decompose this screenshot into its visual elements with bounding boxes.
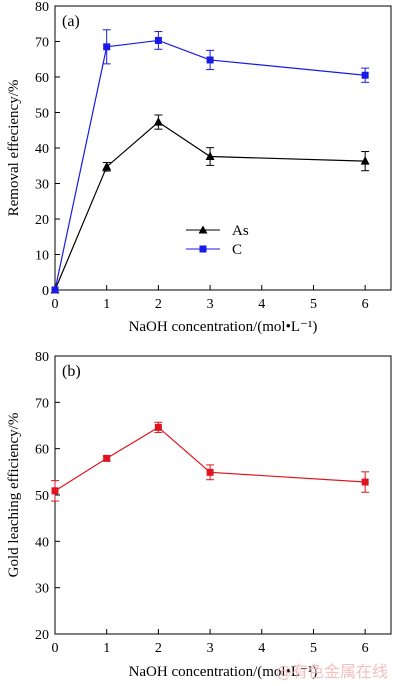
- panel-a-x-tick-label: 0: [52, 297, 59, 312]
- panel-b-y-tick-label: 50: [35, 489, 49, 504]
- panel-a-x-tick-label: 3: [207, 297, 214, 312]
- panel-a-y-tick-label: 80: [35, 0, 49, 15]
- panel-a-series-c-point: [361, 71, 369, 79]
- panel-b-x-tick-label: 3: [207, 641, 214, 656]
- panel-a-y-tick-label: 0: [42, 284, 49, 299]
- panel-a-y-tick-label: 60: [35, 71, 49, 86]
- panel-b-x-axis: 0 1 2 3 4 5 6: [52, 629, 369, 656]
- watermark-text: @有色金属在线: [275, 662, 388, 681]
- panel-a-chart: (a) 0 1 2 3 4 5 6 0 10 20 30 40 50 60 70 80 As C NaOH …: [6, 0, 392, 335]
- panel-a-series-c-point: [51, 286, 59, 294]
- panel-b-series-0-point: [154, 423, 162, 431]
- legend-c-square-marker: [199, 245, 207, 253]
- panel-b-y-tick-label: 80: [35, 350, 49, 365]
- panel-b-x-tick-label: 1: [103, 641, 110, 656]
- panel-a-y-tick-label: 40: [35, 142, 49, 157]
- legend-as-label: As: [232, 223, 249, 239]
- panel-a-y-tick-label: 10: [35, 249, 49, 264]
- panel-b-y-tick-label: 40: [35, 535, 49, 550]
- panel-a-x-tick-label: 2: [155, 297, 162, 312]
- panel-b-x-axis-title: NaOH concentration/(mol•L⁻¹): [129, 664, 318, 680]
- panel-a-y-tick-label: 70: [35, 36, 49, 51]
- panel-a-series-as-point: [360, 156, 370, 165]
- panel-b-y-axis: 20 30 40 50 60 70 80: [35, 350, 60, 643]
- panel-a-x-tick-label: 4: [258, 297, 265, 312]
- panel-b-x-tick-label: 2: [155, 641, 162, 656]
- panel-b-series-group: [51, 421, 370, 502]
- panel-a-series-as-point: [102, 161, 112, 171]
- panel-a-x-axis: 0 1 2 3 4 5 6: [52, 285, 369, 312]
- panel-a-y-axis-title: Removal effeciency/%: [6, 80, 22, 217]
- panel-b-series-0-point: [51, 487, 59, 495]
- panel-a-x-tick-label: 1: [103, 297, 110, 312]
- panel-a-series-as-point: [153, 117, 163, 126]
- panel-a-series-group: [50, 29, 370, 294]
- panel-b-series-0-point: [206, 468, 214, 476]
- panel-a-series-c-point: [154, 36, 162, 44]
- panel-a-y-axis: 0 10 20 30 40 50 60 70 80: [35, 0, 60, 299]
- panel-a-series-as-point: [205, 151, 215, 161]
- panel-b-series-0-line: [54, 426, 366, 492]
- panel-b-y-tick-label: 30: [35, 582, 49, 597]
- panel-a-label: (a): [62, 13, 80, 30]
- panel-b-series-0-point: [103, 454, 111, 462]
- legend-c-label: C: [232, 242, 242, 258]
- panel-a-series-c-point: [103, 43, 111, 51]
- panel-a-y-tick-label: 30: [35, 178, 49, 193]
- panel-a-series-c-point: [206, 56, 214, 64]
- panel-a-y-tick-label: 20: [35, 213, 49, 228]
- panel-b-label: (b): [62, 363, 81, 380]
- panel-b-y-tick-label: 20: [35, 628, 49, 643]
- panel-a-legend: As C: [186, 223, 249, 258]
- legend-as-triangle-marker: [198, 225, 208, 234]
- panel-b-series-0-point: [361, 478, 369, 486]
- panel-a-x-tick-label: 6: [362, 297, 369, 312]
- panel-a-x-tick-label: 5: [310, 297, 317, 312]
- panel-b-chart: (b) 0 1 2 3 4 5 6 20 30 40 50 60 70 80 NaOH concentr…: [6, 350, 392, 680]
- panel-b-plot-frame: [54, 355, 392, 635]
- panel-b-x-tick-label: 5: [310, 641, 317, 656]
- panel-b-x-tick-label: 6: [362, 641, 369, 656]
- panel-b-x-tick-label: 0: [52, 641, 59, 656]
- panel-b-y-axis-title: Gold leaching efficiency/%: [6, 413, 22, 578]
- panel-a-y-tick-label: 50: [35, 107, 49, 122]
- panel-b-x-tick-label: 4: [258, 641, 265, 656]
- panel-a-x-axis-title: NaOH concentration/(mol•L⁻¹): [129, 319, 318, 335]
- panel-b-y-tick-label: 60: [35, 443, 49, 458]
- panel-b-y-tick-label: 70: [35, 396, 49, 411]
